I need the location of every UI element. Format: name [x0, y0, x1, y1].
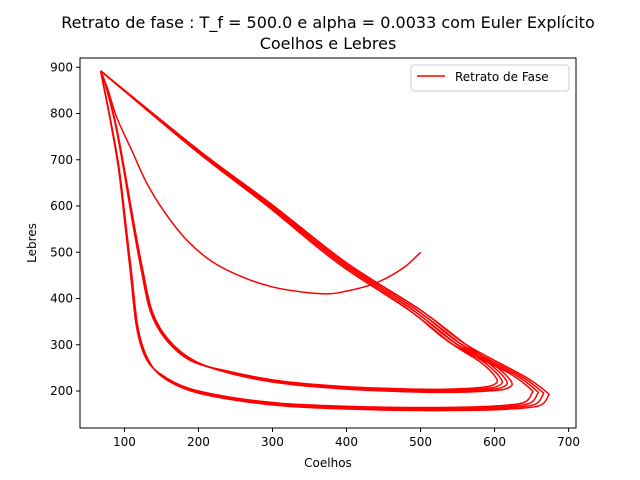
plot-area-frame	[79, 57, 577, 429]
y-tick-label-700: 700	[50, 153, 73, 167]
series-layer	[99, 70, 550, 412]
series-line-inner-cycle-3	[100, 70, 499, 391]
x-tick-label-500: 500	[409, 435, 432, 449]
x-tick-label-600: 600	[483, 435, 506, 449]
legend-box	[410, 64, 570, 92]
x-tick-label-400: 400	[335, 435, 358, 449]
x-axis: 100 200 300 400 500 600 700	[113, 428, 580, 449]
y-tick-label-400: 400	[50, 292, 73, 306]
y-tick-label-300: 300	[50, 338, 73, 352]
x-axis-label: Coelhos	[304, 456, 352, 470]
series-line-transient	[100, 70, 422, 295]
series-line-outer-cycle-2	[99, 70, 540, 410]
x-tick-label-300: 300	[261, 435, 284, 449]
chart-subtitle: Coelhos e Lebres	[260, 34, 397, 53]
series-line-outer-cycle-3	[99, 70, 534, 409]
legend-label-retrato-de-fase: Retrato de Fase	[455, 70, 549, 84]
y-tick-label-600: 600	[50, 199, 73, 213]
x-tick-label-100: 100	[113, 435, 136, 449]
chart-title: Retrato de fase : T_f = 500.0 e alpha = …	[61, 13, 595, 33]
legend: Retrato de Fase	[410, 64, 570, 92]
series-line-outer-cycle-1	[99, 70, 545, 411]
y-tick-label-200: 200	[50, 384, 73, 398]
y-tick-label-800: 800	[50, 107, 73, 121]
y-axis-label: Lebres	[25, 223, 39, 263]
y-axis: 200 300 400 500 600 700 800 900	[50, 60, 80, 398]
series-line-inner-cycle-1	[100, 70, 508, 393]
x-tick-label-200: 200	[187, 435, 210, 449]
x-tick-label-700: 700	[557, 435, 580, 449]
series-line-inner-cycle-0	[100, 70, 513, 394]
y-tick-label-500: 500	[50, 245, 73, 259]
y-tick-label-900: 900	[50, 60, 73, 74]
